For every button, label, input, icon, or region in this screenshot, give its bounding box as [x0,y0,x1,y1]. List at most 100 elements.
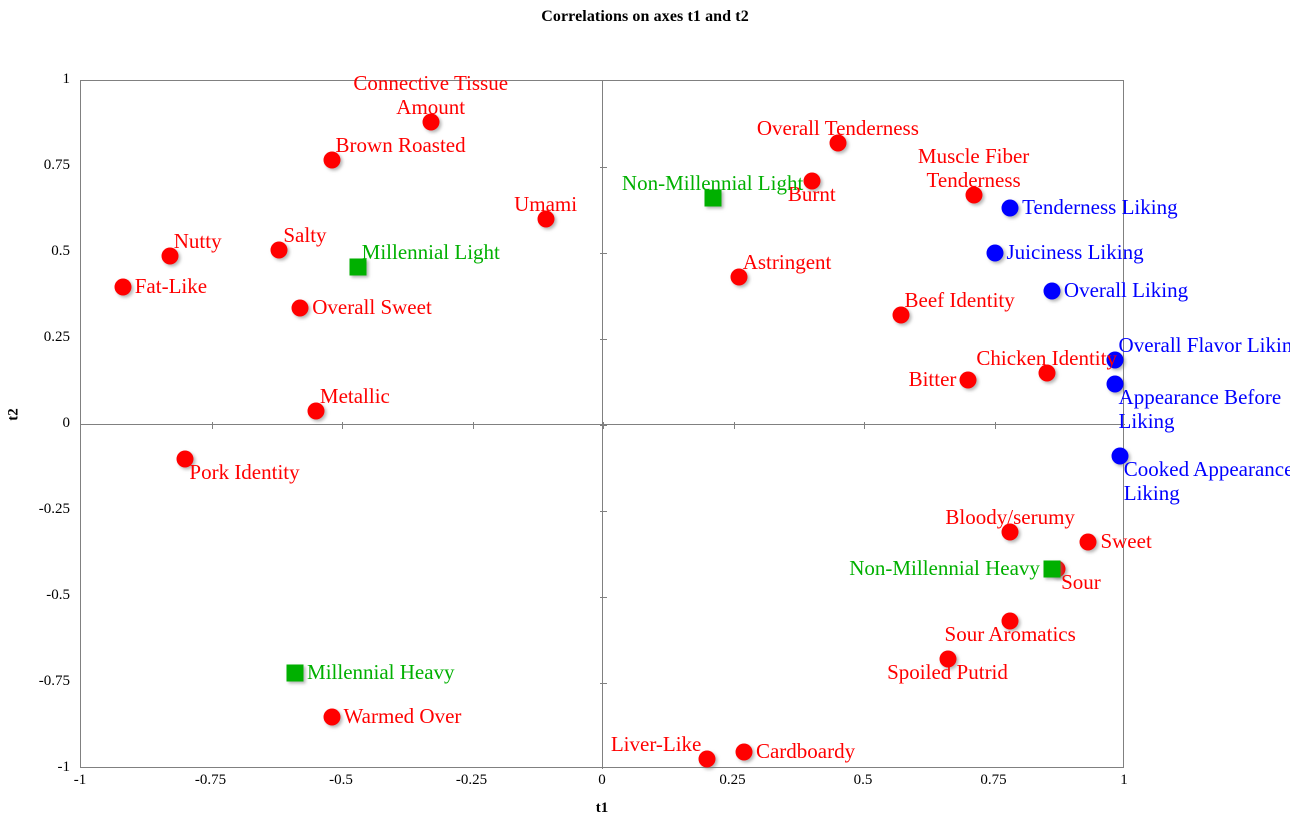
data-point-marker[interactable] [704,189,722,207]
data-point-marker[interactable] [829,134,847,152]
y-tick [600,511,607,512]
x-tick-label: 0.75 [980,772,1007,788]
data-point-label: Overall Tenderness [756,115,919,140]
data-point-marker[interactable] [735,743,753,761]
data-point-marker[interactable] [1001,199,1019,217]
y-tick-label: 0.5 [51,243,70,259]
y-tick-label: -0.5 [46,587,70,603]
data-point-label: Appearance Before Liking [1118,384,1282,433]
y-tick-label: -1 [57,759,71,775]
data-point-marker[interactable] [1001,612,1019,630]
data-point-marker[interactable] [307,402,325,420]
data-point-label: Juiciness Liking [1006,240,1144,264]
y-tick [600,167,607,168]
data-point-label: Sour [1061,570,1101,595]
x-tick [211,422,213,429]
data-point-label: Sweet [1100,528,1152,553]
data-point-marker[interactable] [986,244,1003,262]
x-tick [472,422,474,429]
y-tick-label: -0.25 [38,501,70,517]
x-tick-label: 0.25 [719,772,746,788]
x-axis-title: t1 [595,800,609,816]
data-point-label: Chicken Identity [976,346,1117,371]
x-tick-label: 0.5 [853,772,873,788]
data-point-label: Millennial Heavy [307,659,455,684]
data-point-label: Sour Aromatics [944,622,1076,647]
data-point-marker[interactable] [698,750,716,768]
data-point-label: Beef Identity [904,287,1015,312]
x-tick-label: -0.5 [329,772,353,788]
y-tick-label: -0.75 [38,673,70,689]
data-point-label: Salty [283,222,327,247]
x-tick-label: 1 [1120,772,1128,788]
data-point-marker[interactable] [1106,351,1124,369]
data-point-label: Umami [514,191,578,216]
data-point-label: Overall Flavor Liking [1118,332,1290,357]
plot-area: Connective Tissue Amount Brown Roasted Umam… [80,71,1290,769]
y-tick [600,253,607,254]
data-point-marker[interactable] [323,708,341,726]
y-axis-title: t2 [5,408,22,421]
data-point-marker[interactable] [291,299,309,317]
data-point-label: Fat-Like [134,274,208,299]
data-point-marker[interactable] [422,113,440,131]
x-tick [342,422,343,429]
data-point-label: Pork Identity [189,460,300,485]
data-point-label: Overall Liking [1063,277,1189,302]
data-point-label: Muscle Fiber Tenderness [917,143,1030,192]
data-point-label: Cardboardy [755,738,856,763]
data-point-marker[interactable] [939,650,957,668]
data-point-marker[interactable] [1043,282,1061,300]
data-point-marker[interactable] [1106,375,1124,393]
data-point-marker[interactable] [537,210,555,228]
data-point-label: Non-Millennial Light [621,170,804,195]
data-point-marker[interactable] [1111,447,1129,465]
data-point-marker[interactable] [270,241,288,259]
y-tick [600,683,607,684]
data-point-marker[interactable] [161,247,179,265]
x-tick [733,422,735,429]
page-title: Correlations on axes t1 and t2 [541,8,749,25]
data-point-marker[interactable] [176,450,194,468]
data-point-label: Connective Tissue Amount [353,71,509,120]
y-tick [600,339,607,340]
y-tick [600,597,607,598]
data-point-label: Cooked Appearance Liking [1123,456,1290,505]
data-point-marker[interactable] [286,664,304,682]
y-tick-label: 0.75 [43,157,70,173]
data-point-marker[interactable] [730,268,748,286]
data-point-marker[interactable] [349,258,367,276]
y-tick-label: 1 [62,71,71,87]
x-tick [994,422,996,429]
data-point-marker[interactable] [323,151,341,169]
data-point-marker[interactable] [892,306,910,324]
data-point-label: Brown Roasted [335,133,466,158]
data-point-label: Non-Millennial Heavy [849,556,1040,581]
data-point-label: Bitter [908,367,957,392]
data-point-marker[interactable] [1043,560,1061,578]
data-point-marker[interactable] [114,278,132,296]
y-tick-label: 0 [62,415,71,431]
x-tick [864,422,865,429]
data-point-label: Spoiled Putrid [887,659,1008,684]
x-tick-label: -0.25 [455,772,488,788]
data-point-label: Millennial Light [361,239,500,264]
data-point-marker[interactable] [959,371,977,389]
x-tick-label: -0.75 [194,772,227,788]
data-point-marker[interactable] [1038,364,1056,382]
data-point-label: Overall Sweet [312,295,432,320]
data-point-marker[interactable] [1001,523,1019,541]
y-tick-label: 0.25 [43,329,70,345]
data-point-label: Nutty [173,229,222,254]
x-tick-label: 0 [598,772,606,788]
data-point-label: Burnt [787,181,836,206]
data-point-marker[interactable] [965,186,983,204]
y-tick [600,425,607,426]
data-point-marker[interactable] [1079,533,1097,551]
data-point-label: Astringent [742,250,832,275]
data-point-label: Liver-Like [610,731,702,756]
data-point-marker[interactable] [803,172,821,190]
data-point-label: Warmed Over [343,704,462,729]
data-point-label: Tenderness Liking [1022,195,1178,220]
